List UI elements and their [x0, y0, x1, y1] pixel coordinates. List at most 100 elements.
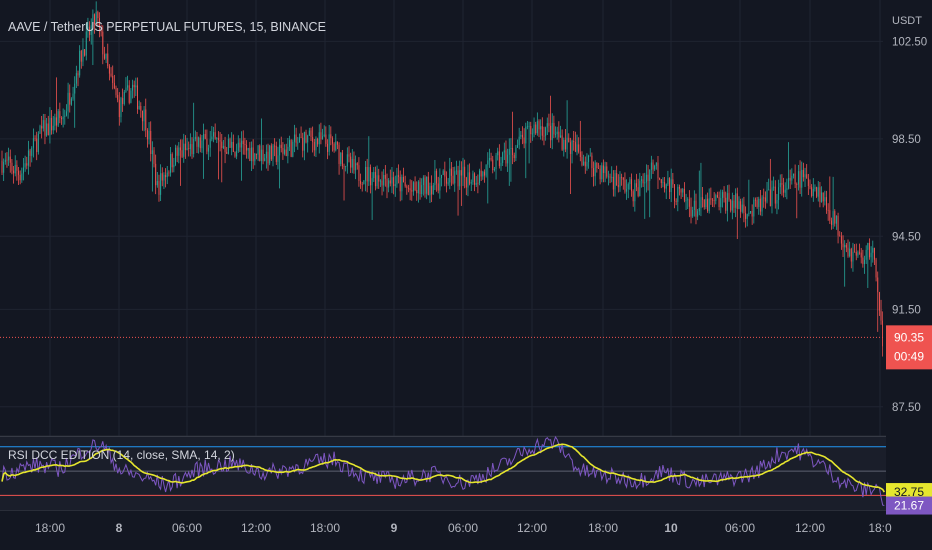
candle: [528, 121, 530, 164]
candle-body: [307, 135, 309, 143]
candle: [819, 182, 821, 208]
candle-body: [515, 147, 517, 159]
candle-body: [490, 157, 492, 160]
candle-body: [555, 134, 557, 135]
candle-body: [194, 136, 196, 140]
candle-body: [533, 124, 535, 134]
candle-body: [404, 182, 406, 187]
candle: [593, 161, 595, 187]
candle-body: [6, 159, 8, 161]
candle: [315, 136, 317, 157]
candle: [707, 192, 709, 213]
candle: [665, 183, 667, 200]
candle-body: [396, 175, 398, 185]
symbol-title[interactable]: AAVE / TetherUS PERPETUAL FUTURES, 15, B…: [8, 20, 326, 34]
candle: [631, 173, 633, 197]
candle-body: [254, 153, 256, 162]
candle-body: [650, 162, 652, 170]
candle: [626, 179, 628, 200]
candle-body: [249, 147, 251, 161]
candle-body: [794, 173, 796, 185]
candle: [474, 172, 476, 192]
candle-body: [761, 197, 763, 212]
candlestick-series[interactable]: [1, 1, 885, 398]
candle: [198, 136, 200, 154]
time-tick-label: 12:00: [795, 521, 825, 535]
candle-body: [373, 172, 375, 179]
candle: [860, 247, 862, 264]
candle-body: [138, 105, 140, 110]
candle: [69, 84, 71, 113]
candle: [660, 179, 662, 189]
candle: [622, 177, 624, 190]
time-tick-label: 06:00: [172, 521, 202, 535]
candle: [864, 255, 866, 274]
candle-body: [442, 170, 444, 175]
candle-body: [812, 188, 814, 197]
candle-body: [350, 156, 352, 168]
candle: [594, 160, 596, 186]
candle: [678, 184, 680, 196]
candle-body: [36, 138, 38, 153]
candle-body: [284, 149, 286, 154]
candle: [49, 107, 51, 144]
candle: [442, 169, 444, 176]
rsi-title[interactable]: RSI DCC EDITION (14, close, SMA, 14, 2): [8, 448, 235, 462]
candle-body: [586, 162, 588, 167]
candle: [427, 171, 429, 196]
candle-body: [323, 134, 325, 137]
candle-body: [198, 137, 200, 147]
candle-body: [393, 177, 395, 187]
candle: [338, 142, 340, 175]
candle: [356, 162, 358, 170]
time-axis[interactable]: 18:00 8 06:00 12:00 18:00 9 06:00 12:00 18:00 10 0…: [35, 521, 892, 535]
candle: [184, 135, 186, 159]
candle: [520, 131, 522, 140]
rsi-sma-value: 32.75: [894, 485, 924, 499]
candle: [855, 243, 857, 261]
candle-body: [540, 126, 542, 130]
candle-body: [789, 177, 791, 181]
candle-body: [363, 180, 365, 184]
candle-body: [773, 186, 775, 188]
candle: [391, 166, 393, 194]
candle-body: [877, 277, 879, 293]
candle: [873, 247, 875, 266]
candle: [799, 160, 801, 194]
candle: [604, 161, 606, 183]
price-axis[interactable]: [883, 0, 932, 436]
candle: [292, 139, 294, 158]
candle-body: [148, 130, 150, 140]
candle: [110, 67, 112, 78]
candle: [702, 187, 704, 208]
candle-body: [8, 156, 10, 161]
candle: [555, 126, 557, 138]
candle-body: [465, 177, 467, 188]
candle-body: [588, 155, 590, 163]
candle: [403, 167, 405, 183]
candle: [475, 175, 477, 187]
candle-body: [713, 200, 715, 201]
candle-body: [313, 141, 315, 151]
candle-body: [115, 88, 117, 95]
candle: [444, 161, 446, 187]
candle: [637, 178, 639, 198]
candle-body: [141, 110, 143, 122]
candle-body: [24, 163, 26, 168]
candle: [553, 115, 555, 139]
candle: [143, 106, 145, 132]
candle: [92, 9, 94, 66]
candle-body: [802, 169, 804, 178]
candle-body: [295, 134, 297, 143]
candle-body: [133, 84, 135, 88]
candle-body: [320, 132, 322, 140]
candle-body: [3, 162, 5, 173]
candle: [103, 46, 105, 60]
candle: [564, 128, 566, 153]
candle-body: [125, 87, 127, 93]
candle: [94, 13, 96, 34]
candle: [875, 257, 877, 282]
last-price-badge-bg: [886, 325, 932, 370]
candle-body: [132, 84, 134, 91]
